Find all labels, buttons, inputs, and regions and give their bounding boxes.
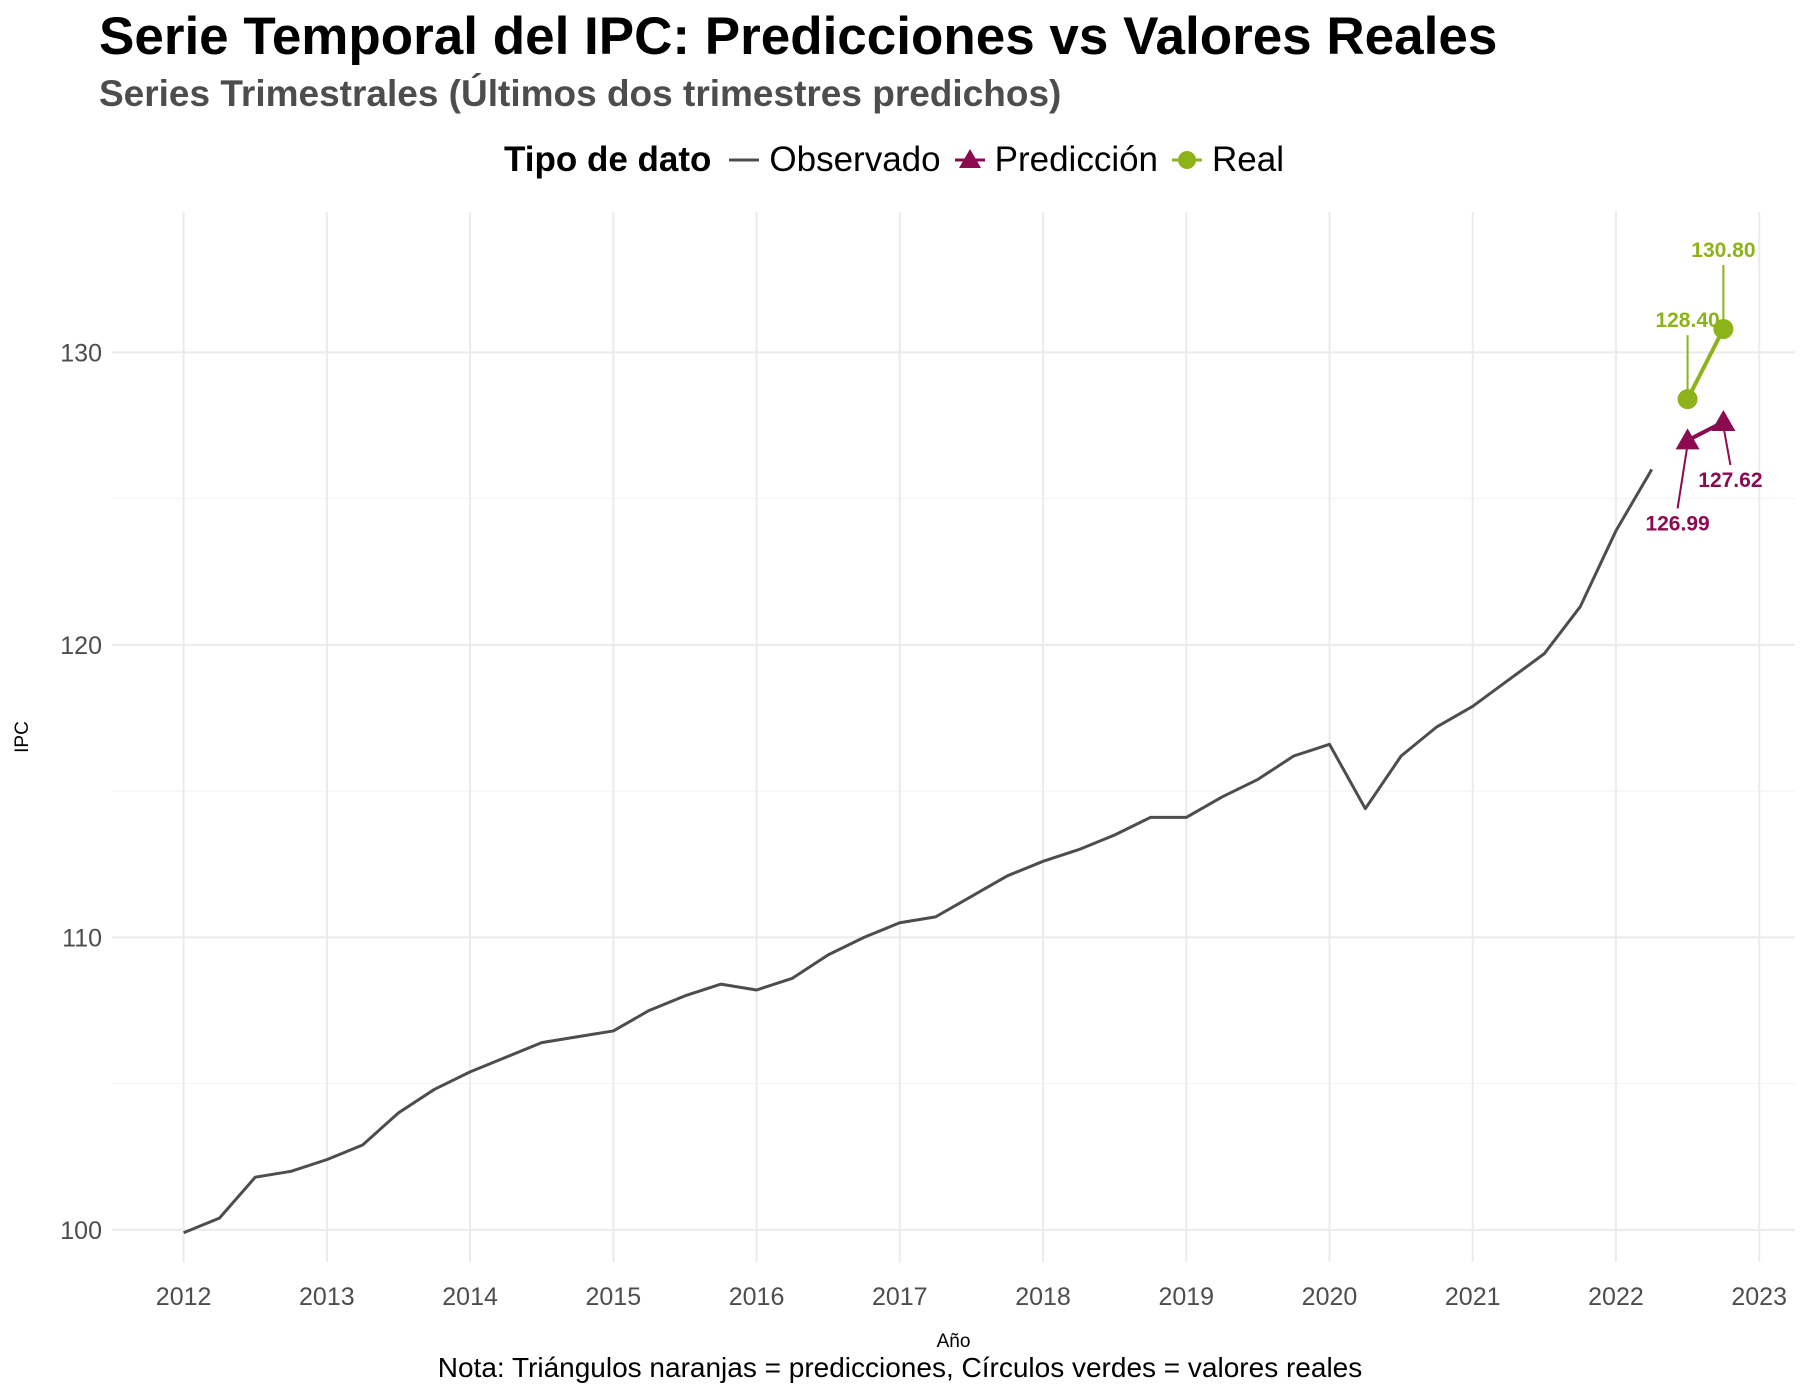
x-tick-label: 2018 [1015,1283,1071,1311]
legend-item-prediccion: Predicción [953,140,1158,180]
legend-label-observado: Observado [769,140,941,179]
y-tick-label: 100 [60,1217,102,1245]
y-tick-label: 110 [62,924,102,952]
x-tick-label: 2013 [299,1283,355,1311]
legend-label-prediccion: Predicción [994,140,1159,179]
prediccion-data-label: 126.99 [1645,512,1709,535]
real-point [1713,318,1734,339]
x-axis-title: Año [937,1331,971,1352]
real-point [1677,389,1698,410]
x-tick-label: 2014 [442,1283,498,1311]
chart-subtitle: Series Trimestrales (Últimos dos trimest… [99,73,1062,114]
circle-key-icon [1170,143,1204,177]
x-tick-label: 2020 [1302,1283,1358,1311]
y-axis-title: IPC [12,721,33,753]
axes: 100 110 120 130 2012 2013 2014 2015 2016 2017 2018… [12,339,1787,1352]
x-tick-label: 2022 [1588,1283,1644,1311]
legend: Tipo de dato Observado Predicción Real [0,135,1800,185]
y-tick-label: 130 [60,339,102,367]
x-tick-label: 2015 [586,1283,642,1311]
x-tick-label: 2023 [1731,1283,1787,1311]
prediccion-label-leader [1722,425,1732,466]
x-tick-label: 2019 [1158,1283,1214,1311]
y-tick-label: 120 [60,632,102,660]
x-tick-label: 2021 [1445,1283,1501,1311]
line-key-icon [727,143,761,177]
x-tick-label: 2012 [156,1283,212,1311]
real-data-label: 128.40 [1655,309,1719,332]
x-tick-label: 2017 [872,1283,928,1311]
series-layer [183,318,1736,1235]
prediccion-label-leader [1676,444,1689,509]
chart-title: Serie Temporal del IPC: Predicciones vs … [99,7,1498,66]
prediccion-point [1711,410,1736,431]
prediccion-data-label: 127.62 [1698,469,1762,492]
x-tick-label: 2016 [729,1283,785,1311]
triangle-key-icon [953,143,987,177]
legend-item-real: Real [1170,140,1284,180]
series-line-real [1685,328,1726,401]
prediccion-point [1675,428,1700,450]
data-labels: 126.99 127.62 128.40 130.80 [1645,239,1762,535]
legend-label-real: Real [1212,140,1285,179]
legend-title: Tipo de dato [503,140,712,179]
series-line-observado [183,468,1654,1235]
chart-caption: Nota: Triángulos naranjas = predicciones… [437,1352,1363,1383]
grid-lines [112,212,1795,1262]
legend-item-observado: Observado [727,140,941,180]
real-data-label: 130.80 [1691,239,1755,262]
